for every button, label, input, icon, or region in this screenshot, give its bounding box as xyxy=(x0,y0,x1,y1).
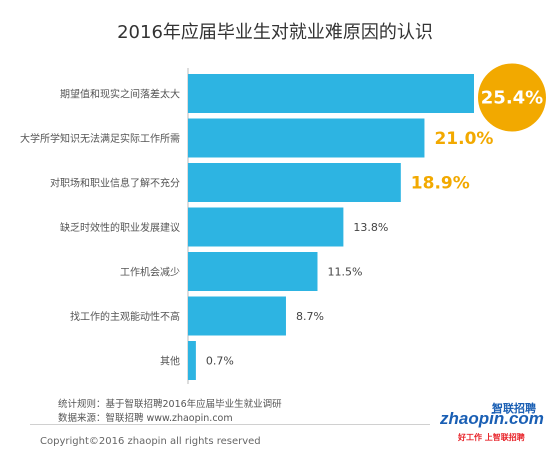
logo-brand-text: zhaopin.com xyxy=(440,409,544,428)
bar xyxy=(188,163,401,202)
value-label: 13.8% xyxy=(353,221,388,234)
logo-cn-text: 智联招聘 xyxy=(492,401,536,415)
category-label: 找工作的主观能动性不高 xyxy=(70,310,180,323)
logo-tagline-text: 好工作 上智联招聘 xyxy=(457,432,525,442)
highlight-bubble xyxy=(478,63,546,132)
chart-title: 2016年应届毕业生对就业难原因的认识 xyxy=(117,22,433,43)
copyright-text: Copyright©2016 zhaopin all rights reserv… xyxy=(40,436,261,447)
category-label: 工作机会减少 xyxy=(120,266,180,279)
bar xyxy=(188,207,344,247)
value-label: 8.7% xyxy=(296,310,324,323)
bar xyxy=(188,341,196,380)
category-label: 对职场和职业信息了解不充分 xyxy=(50,177,180,190)
footnote-source: 数据来源：智联招聘 www.zhaopin.com xyxy=(58,413,233,424)
zhaopin-logo: zhaopin.com 智联招聘 好工作 上智联招聘 xyxy=(440,401,544,442)
footnote-method: 统计规则：基于智联招聘2016年应届毕业生就业调研 xyxy=(58,399,282,410)
value-label: 18.9% xyxy=(411,174,470,194)
category-label: 缺乏时效性的职业发展建议 xyxy=(60,221,180,234)
category-label: 大学所学知识无法满足实际工作所需 xyxy=(20,132,180,145)
category-label: 其他 xyxy=(160,355,180,368)
value-label: 0.7% xyxy=(206,355,234,368)
footer-divider xyxy=(30,424,430,425)
value-label: 11.5% xyxy=(327,266,362,279)
category-label: 期望值和现实之间落差太大 xyxy=(60,88,180,101)
bar xyxy=(188,296,286,336)
value-label: 25.4% xyxy=(481,88,543,109)
bar xyxy=(188,252,318,291)
value-label: 21.0% xyxy=(434,129,493,149)
bars-layer: 期望值和现实之间落差太大 25.4% 大学所学知识无法满足实际工作所需 21.0% 对职… xyxy=(20,63,546,380)
bar xyxy=(188,74,474,113)
bar-chart: 期望值和现实之间落差太大 25.4% 大学所学知识无法满足实际工作所需 21.0% 对职… xyxy=(20,63,546,384)
bar xyxy=(188,118,425,158)
